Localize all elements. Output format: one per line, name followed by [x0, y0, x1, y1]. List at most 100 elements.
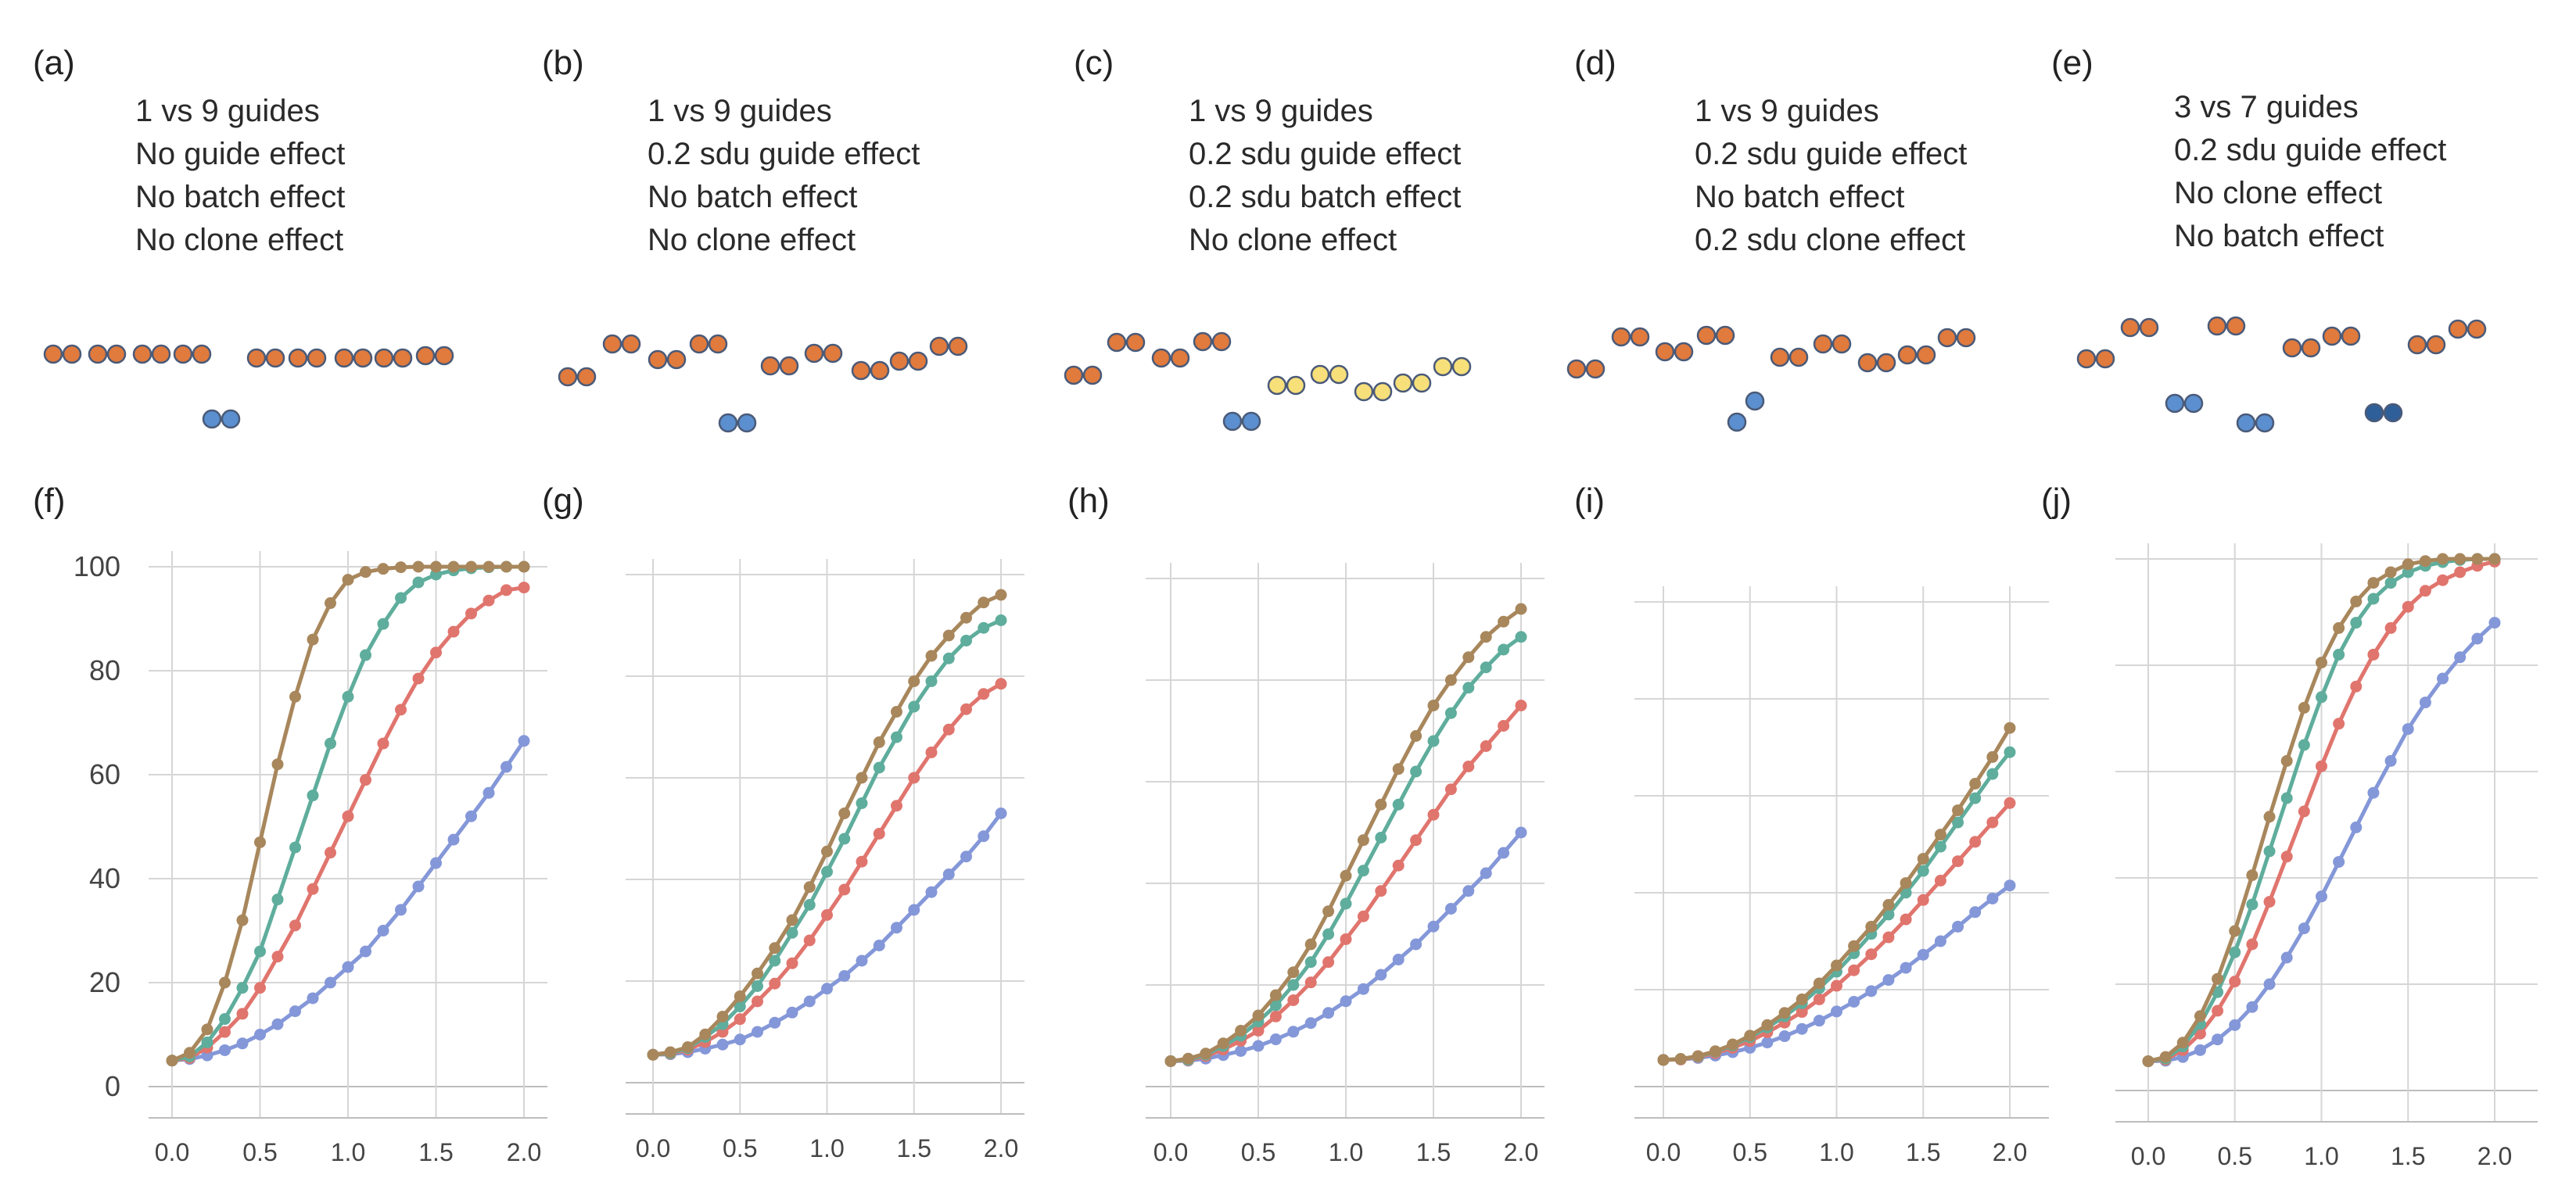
data-point	[838, 833, 851, 845]
data-point	[1252, 1040, 1265, 1052]
data-point	[1917, 894, 1929, 906]
data-point	[908, 700, 920, 713]
series-1	[1164, 603, 1527, 1067]
data-point	[2316, 890, 2327, 903]
data-point	[1952, 804, 1964, 817]
data-point	[1480, 631, 1492, 643]
data-point	[518, 560, 530, 573]
data-point	[184, 1047, 196, 1059]
cell-dot	[1222, 411, 1243, 432]
cell-dot	[1329, 364, 1349, 385]
data-point	[734, 1013, 746, 1026]
cell-dot	[2341, 326, 2361, 346]
data-point	[201, 1023, 213, 1036]
data-point	[2263, 845, 2276, 858]
data-point	[1813, 1015, 1825, 1027]
cell-dot	[1151, 348, 1171, 368]
data-point	[2384, 566, 2397, 578]
data-point	[1462, 682, 1475, 694]
data-point	[447, 833, 460, 846]
data-point	[1182, 1052, 1194, 1065]
data-point	[2212, 1033, 2224, 1046]
cell-dot	[132, 344, 152, 364]
cell-dot	[307, 348, 327, 368]
scenario-c: (c) 1 vs 9 guides 0.2 sdu guide effect 0…	[1064, 44, 1472, 432]
scenario-c-line-2: 0.2 sdu guide effect	[1189, 137, 1461, 171]
data-point	[1410, 834, 1423, 847]
data-point	[786, 1006, 798, 1019]
series-1	[647, 589, 1007, 1061]
cell-dot	[1393, 373, 1413, 393]
scenario-b-line-3: No batch effect	[648, 180, 857, 214]
panel-label-d: (d)	[1574, 44, 1616, 82]
data-point	[1761, 1037, 1774, 1049]
cell-dot	[1372, 381, 1393, 402]
data-point	[430, 857, 442, 869]
data-point	[1986, 892, 1999, 904]
cell-dot	[1433, 356, 1453, 377]
data-point	[2384, 621, 2397, 634]
cell-dot	[202, 409, 222, 429]
guide-pair	[288, 348, 327, 368]
x-tick-label: 1.0	[331, 1138, 365, 1166]
cell-dot	[737, 413, 757, 433]
guide-dots-b	[558, 334, 968, 433]
x-tick-label: 0.5	[1733, 1138, 1767, 1166]
data-point	[2263, 811, 2276, 823]
data-point	[978, 688, 990, 700]
data-point	[1392, 798, 1405, 811]
x-tick-label: 2.0	[1504, 1138, 1538, 1166]
guide-dots-e	[2076, 316, 2487, 433]
data-point	[465, 560, 477, 573]
data-point	[2229, 925, 2241, 937]
data-point	[1515, 631, 1527, 643]
data-point	[342, 810, 354, 822]
cell-dot	[718, 413, 738, 433]
data-point	[908, 675, 920, 687]
data-point	[254, 945, 266, 958]
data-point	[271, 894, 284, 906]
data-point	[925, 747, 938, 758]
guide-dots-c	[1064, 331, 1472, 432]
data-point	[1796, 1006, 1808, 1019]
data-point	[873, 828, 885, 840]
data-point	[1848, 996, 1860, 1008]
data-point	[1322, 928, 1335, 940]
data-point	[925, 675, 938, 687]
data-point	[769, 977, 781, 990]
guide-pair	[88, 344, 127, 364]
guide-pair	[334, 348, 373, 368]
guide-pair	[804, 343, 843, 364]
guide-pair	[2236, 413, 2275, 433]
data-point	[1917, 853, 1929, 865]
data-point	[2298, 701, 2310, 714]
guide-pair	[1813, 334, 1852, 354]
x-tick-label: 1.5	[418, 1138, 453, 1166]
data-point	[978, 596, 990, 609]
data-point	[1287, 994, 1300, 1006]
cell-dot	[434, 346, 454, 366]
data-point	[838, 970, 851, 982]
cell-dot	[221, 409, 241, 429]
data-point	[2263, 896, 2276, 908]
x-tick-label: 1.5	[1906, 1138, 1940, 1166]
cell-dot	[1412, 373, 1432, 393]
x-tick-label: 0.0	[1646, 1138, 1681, 1166]
cell-dot	[2165, 393, 2185, 414]
data-point	[1796, 993, 1808, 1005]
x-tick-label: 1.5	[1416, 1138, 1451, 1166]
data-point	[891, 922, 902, 934]
cell-dot	[2322, 326, 2342, 346]
data-point	[1900, 962, 1912, 974]
cell-dot	[666, 349, 687, 370]
chart-i: (i) 0.0 0.5 1.0 1.5 2.0	[1574, 482, 2049, 1166]
x-tick-label: 2.0	[507, 1138, 541, 1166]
data-point	[2212, 1005, 2224, 1017]
data-point	[2229, 976, 2241, 988]
data-point	[1882, 974, 1895, 987]
data-point	[1357, 865, 1369, 877]
data-point	[1375, 969, 1387, 981]
data-point	[803, 899, 816, 911]
data-point	[2142, 1055, 2154, 1068]
data-point	[2350, 680, 2363, 693]
